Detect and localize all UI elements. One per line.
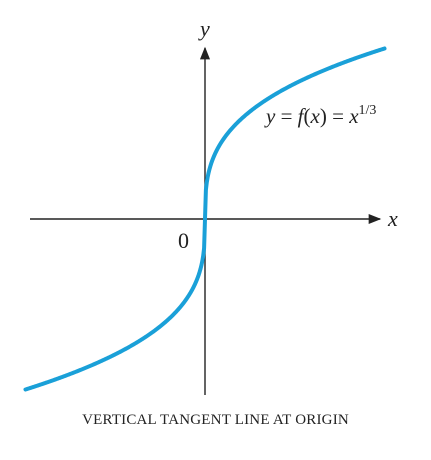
eq-y: y (264, 104, 276, 128)
eq-x-arg: x (310, 104, 321, 128)
cube-root-curve (23, 46, 387, 392)
y-axis-label: y (198, 16, 210, 41)
eq-equals-2: = (327, 104, 349, 128)
eq-paren-open: ( (304, 104, 311, 128)
x-axis-label: x (387, 206, 398, 231)
eq-paren-close: ) (320, 104, 327, 128)
eq-x-base: x (348, 104, 359, 128)
function-annotation: y = f(x) = x1/3 (264, 103, 376, 128)
eq-equals-1: = (275, 104, 297, 128)
eq-f: f (298, 104, 307, 128)
figure-caption: VERTICAL TANGENT LINE AT ORIGIN (82, 412, 349, 428)
eq-exponent: 1/3 (359, 103, 377, 118)
origin-label: 0 (178, 228, 189, 253)
